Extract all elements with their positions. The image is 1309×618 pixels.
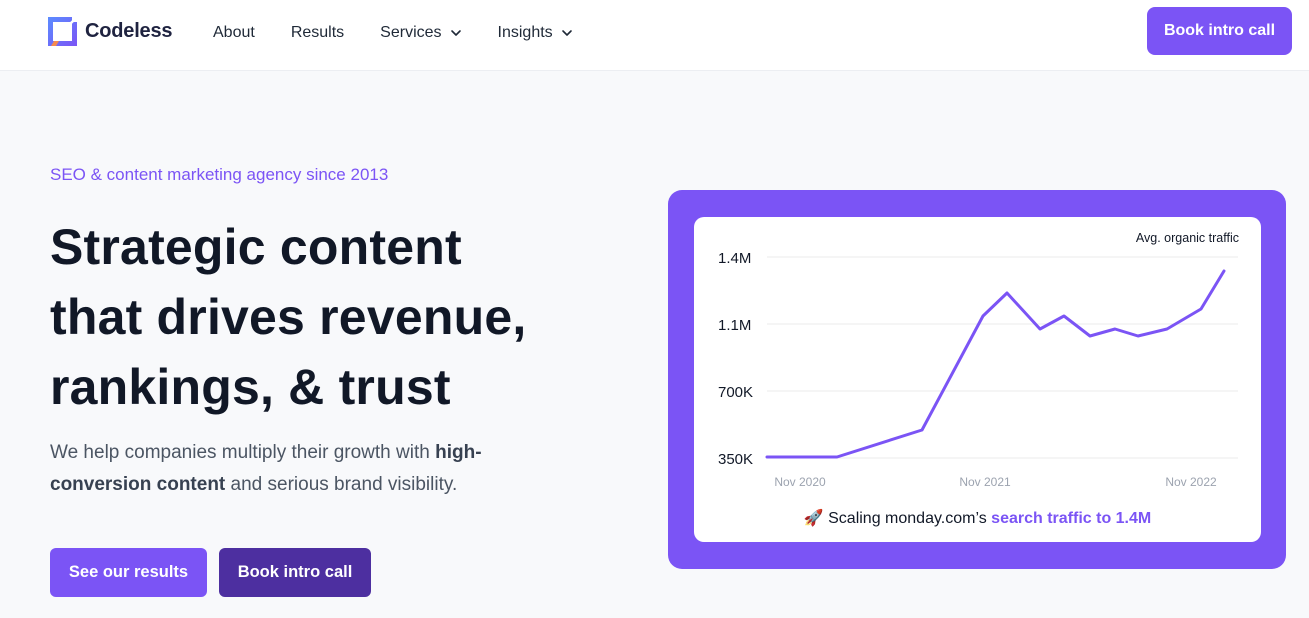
chart-gridlines xyxy=(767,256,1238,459)
main-nav: About Results Services Insights xyxy=(213,22,609,44)
hero-subtext: We help companies multiply their growth … xyxy=(50,437,550,501)
chevron-down-icon xyxy=(561,30,572,36)
subtext-part: and serious brand visibility. xyxy=(225,474,458,495)
subtext-part: We help companies multiply their growth … xyxy=(50,442,436,463)
x-tick-label: Nov 2021 xyxy=(959,475,1011,489)
nav-results[interactable]: Results xyxy=(291,22,344,44)
book-intro-call-button[interactable]: Book intro call xyxy=(219,548,371,597)
hero-eyebrow: SEO & content marketing agency since 201… xyxy=(50,165,389,184)
case-study-caption[interactable]: 🚀 Scaling monday.com’s search traffic to… xyxy=(694,508,1261,528)
x-axis-labels: Nov 2020 Nov 2021 Nov 2022 xyxy=(774,475,1217,489)
hero-headline: Strategic content that drives revenue, r… xyxy=(50,212,610,422)
chevron-down-icon xyxy=(450,30,461,36)
subtext-emphasis: high-conversion content xyxy=(50,442,482,495)
headline-line: Strategic content xyxy=(50,219,462,275)
logo-icon xyxy=(48,17,77,46)
traffic-series-line xyxy=(765,269,1226,459)
brand-name: Codeless xyxy=(85,20,173,42)
y-tick-label: 700K xyxy=(718,384,753,401)
rocket-icon: 🚀 xyxy=(803,510,824,527)
y-axis-labels: 350K 700K 1.1M 1.4M xyxy=(718,250,753,468)
headline-line: rankings, & trust xyxy=(50,359,451,415)
nav-services-label: Services xyxy=(380,24,442,41)
nav-services-dropdown[interactable]: Services xyxy=(380,22,461,44)
site-header: Codeless About Results Services Insights… xyxy=(0,0,1309,71)
traffic-chart-panel: 350K 700K 1.1M 1.4M Nov 2020 Nov 2021 Nov 202… xyxy=(694,217,1261,542)
nav-about-label: About xyxy=(213,24,255,41)
nav-insights-dropdown[interactable]: Insights xyxy=(498,22,573,44)
case-study-card: 350K 700K 1.1M 1.4M Nov 2020 Nov 2021 Nov 202… xyxy=(668,190,1286,569)
caption-text: Scaling monday.com’s xyxy=(828,510,992,527)
y-tick-label: 1.1M xyxy=(718,317,751,334)
y-tick-label: 350K xyxy=(718,451,753,468)
x-tick-label: Nov 2022 xyxy=(1165,475,1217,489)
headline-line: that drives revenue, xyxy=(50,289,527,345)
nav-insights-label: Insights xyxy=(497,24,553,41)
brand-logo[interactable]: Codeless xyxy=(48,17,173,46)
see-our-results-button[interactable]: See our results xyxy=(50,548,207,597)
header-book-intro-call-button[interactable]: Book intro call xyxy=(1147,7,1292,55)
chart-legend: Avg. organic traffic xyxy=(1135,231,1239,245)
x-tick-label: Nov 2020 xyxy=(774,475,826,489)
y-tick-label: 1.4M xyxy=(718,250,751,267)
caption-highlight: search traffic to 1.4M xyxy=(991,510,1152,527)
nav-about[interactable]: About xyxy=(213,22,255,44)
nav-results-label: Results xyxy=(290,24,345,41)
